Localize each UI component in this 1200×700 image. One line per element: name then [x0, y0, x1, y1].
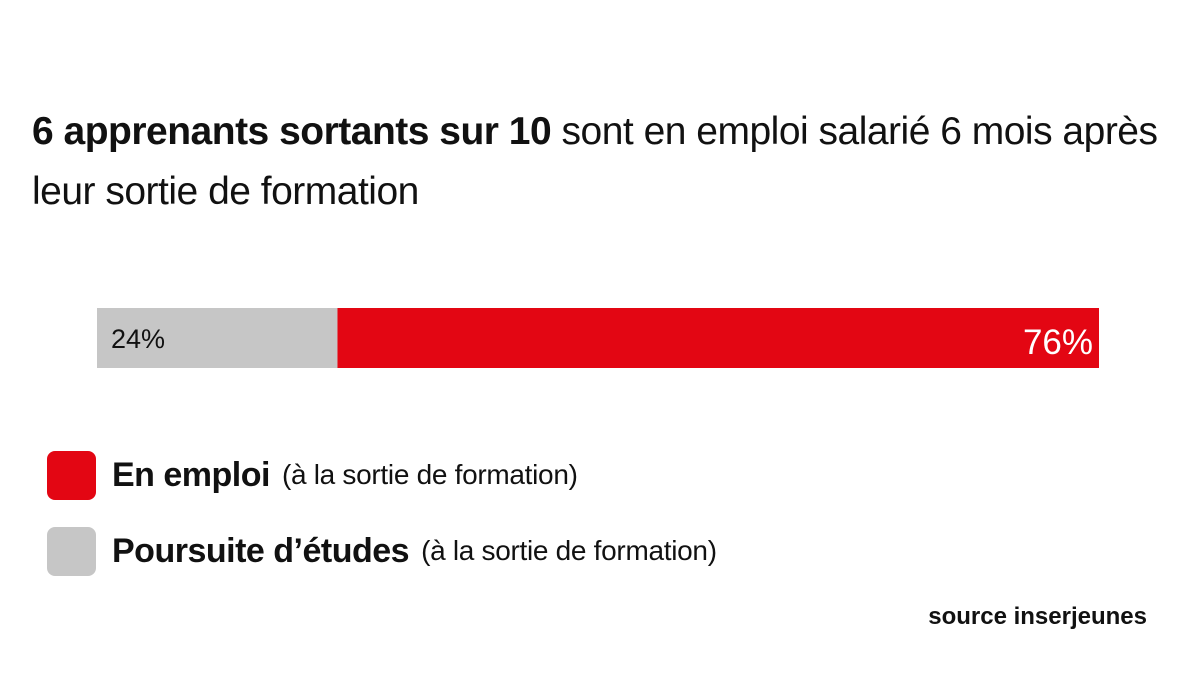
- stacked-bar: 24% 76%: [97, 308, 1099, 368]
- chart-title: 6 apprenants sortants sur 10 sont en emp…: [32, 102, 1172, 222]
- bar-segment-en-emploi: [337, 308, 1099, 368]
- legend-item-en-emploi: En emploi (à la sortie de formation): [47, 450, 717, 500]
- legend-note-poursuite-etudes: (à la sortie de formation): [421, 535, 717, 566]
- legend-label-en-emploi: En emploi: [112, 455, 270, 494]
- legend-note-en-emploi: (à la sortie de formation): [281, 459, 578, 490]
- chart-title-bold: 6 apprenants sortants sur 10: [32, 110, 552, 153]
- bar-segment-poursuite-d-tudes: [97, 308, 338, 368]
- data-label-en-emploi: 76%: [1023, 323, 1093, 362]
- stacked-bar-svg: 24% 76%: [97, 308, 1099, 368]
- data-label-poursuite-d-tudes: 24%: [111, 324, 165, 354]
- chart-title-rest: sont en emploi salarié 6 mois après leur…: [32, 110, 1158, 213]
- legend: En emploi (à la sortie de formation) Pou…: [47, 450, 717, 602]
- source-note: source inserjeunes: [928, 603, 1147, 630]
- legend-label-poursuite-etudes: Poursuite d’études: [112, 531, 410, 570]
- legend-swatch-en-emploi: [47, 450, 96, 500]
- legend-swatch-poursuite-etudes: [47, 526, 96, 576]
- legend-item-poursuite-etudes: Poursuite d’études (à la sortie de forma…: [47, 526, 717, 576]
